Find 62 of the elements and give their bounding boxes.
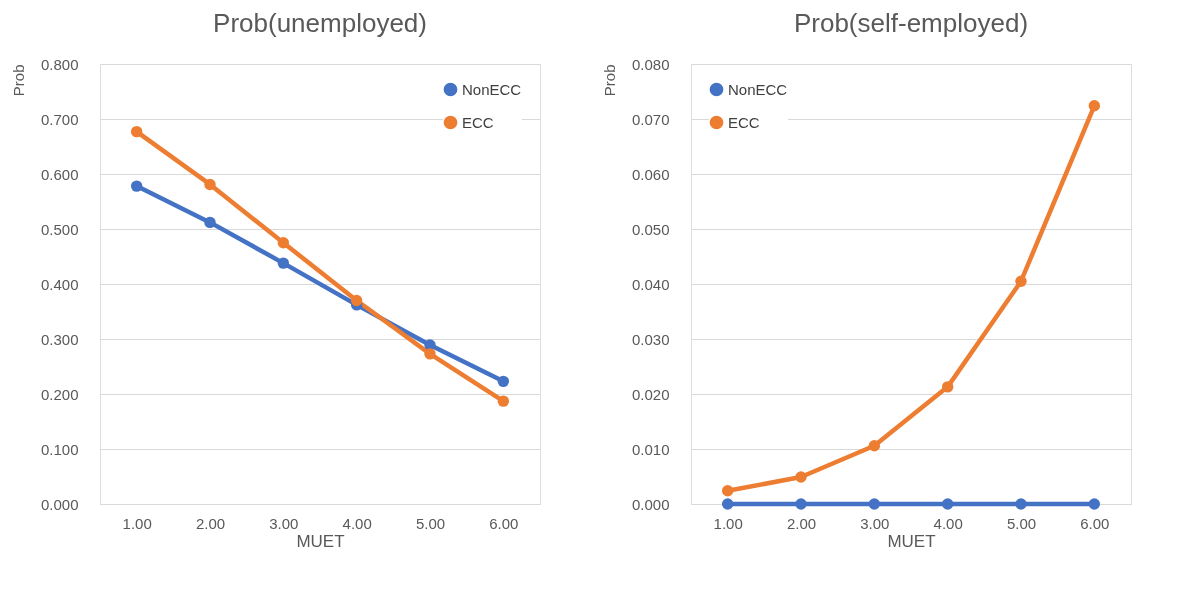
point — [130, 125, 143, 138]
point — [1015, 275, 1027, 287]
point — [941, 498, 954, 510]
x-tick-label: 2.00 — [786, 514, 817, 532]
y-tick-label: 0.020 — [631, 385, 670, 403]
x-tick-label: 6.00 — [489, 514, 519, 532]
x-tick-label: 5.00 — [415, 514, 446, 532]
y-tick-label: 0.800 — [40, 55, 79, 73]
chart-title: Prob(self-employed) — [793, 8, 1029, 38]
y-tick-label: 0.050 — [631, 220, 670, 238]
point — [350, 294, 363, 307]
x-tick-label: 6.00 — [1080, 514, 1110, 532]
point — [868, 498, 881, 510]
x-tick-label: 5.00 — [1006, 514, 1037, 532]
point — [795, 471, 807, 483]
point — [1088, 100, 1101, 112]
point — [277, 237, 290, 249]
point — [721, 498, 734, 510]
x-tick-label: 2.00 — [195, 514, 226, 532]
x-tick-label: 1.00 — [122, 514, 152, 532]
point — [497, 375, 510, 388]
x-axis-title: MUET — [887, 531, 936, 551]
y-tick-label: 0.000 — [40, 495, 79, 513]
point — [204, 178, 216, 191]
legend-label: ECC — [728, 113, 760, 131]
legend-label: NonECC — [728, 80, 788, 98]
point — [868, 440, 881, 452]
chart-title: Prob(unemployed) — [213, 8, 427, 38]
y-tick-label: 0.500 — [40, 220, 79, 238]
y-tick-label: 0.040 — [631, 275, 670, 293]
point — [1088, 498, 1101, 510]
y-tick-label: 0.060 — [631, 165, 670, 183]
point — [277, 257, 290, 269]
y-tick-label: 0.070 — [631, 110, 670, 128]
point — [204, 216, 216, 229]
point — [941, 381, 954, 393]
x-axis-title: MUET — [296, 531, 345, 551]
y-tick-label: 0.200 — [40, 385, 79, 403]
legend-label: NonECC — [462, 80, 522, 98]
point — [795, 498, 807, 510]
y-tick-label: 0.100 — [40, 440, 79, 458]
x-tick-label: 4.00 — [342, 514, 372, 532]
y-axis-title: Prob — [600, 64, 618, 97]
y-tick-label: 0.600 — [40, 165, 79, 183]
y-tick-label: 0.300 — [40, 330, 79, 348]
y-tick-label: 0.030 — [631, 330, 670, 348]
point — [424, 348, 436, 360]
point — [130, 180, 143, 192]
point — [1015, 498, 1027, 510]
y-tick-label: 0.010 — [631, 440, 670, 458]
x-tick-label: 3.00 — [269, 514, 299, 532]
point — [721, 485, 734, 497]
y-tick-label: 0.700 — [40, 110, 79, 128]
x-tick-label: 3.00 — [860, 514, 890, 532]
y-tick-label: 0.400 — [40, 275, 79, 293]
x-tick-label: 1.00 — [713, 514, 743, 532]
y-tick-label: 0.080 — [631, 55, 670, 73]
y-tick-label: 0.000 — [631, 495, 670, 513]
y-axis-title: Prob — [9, 64, 27, 97]
x-tick-label: 4.00 — [933, 514, 963, 532]
point — [497, 395, 510, 407]
legend-label: ECC — [462, 113, 494, 131]
